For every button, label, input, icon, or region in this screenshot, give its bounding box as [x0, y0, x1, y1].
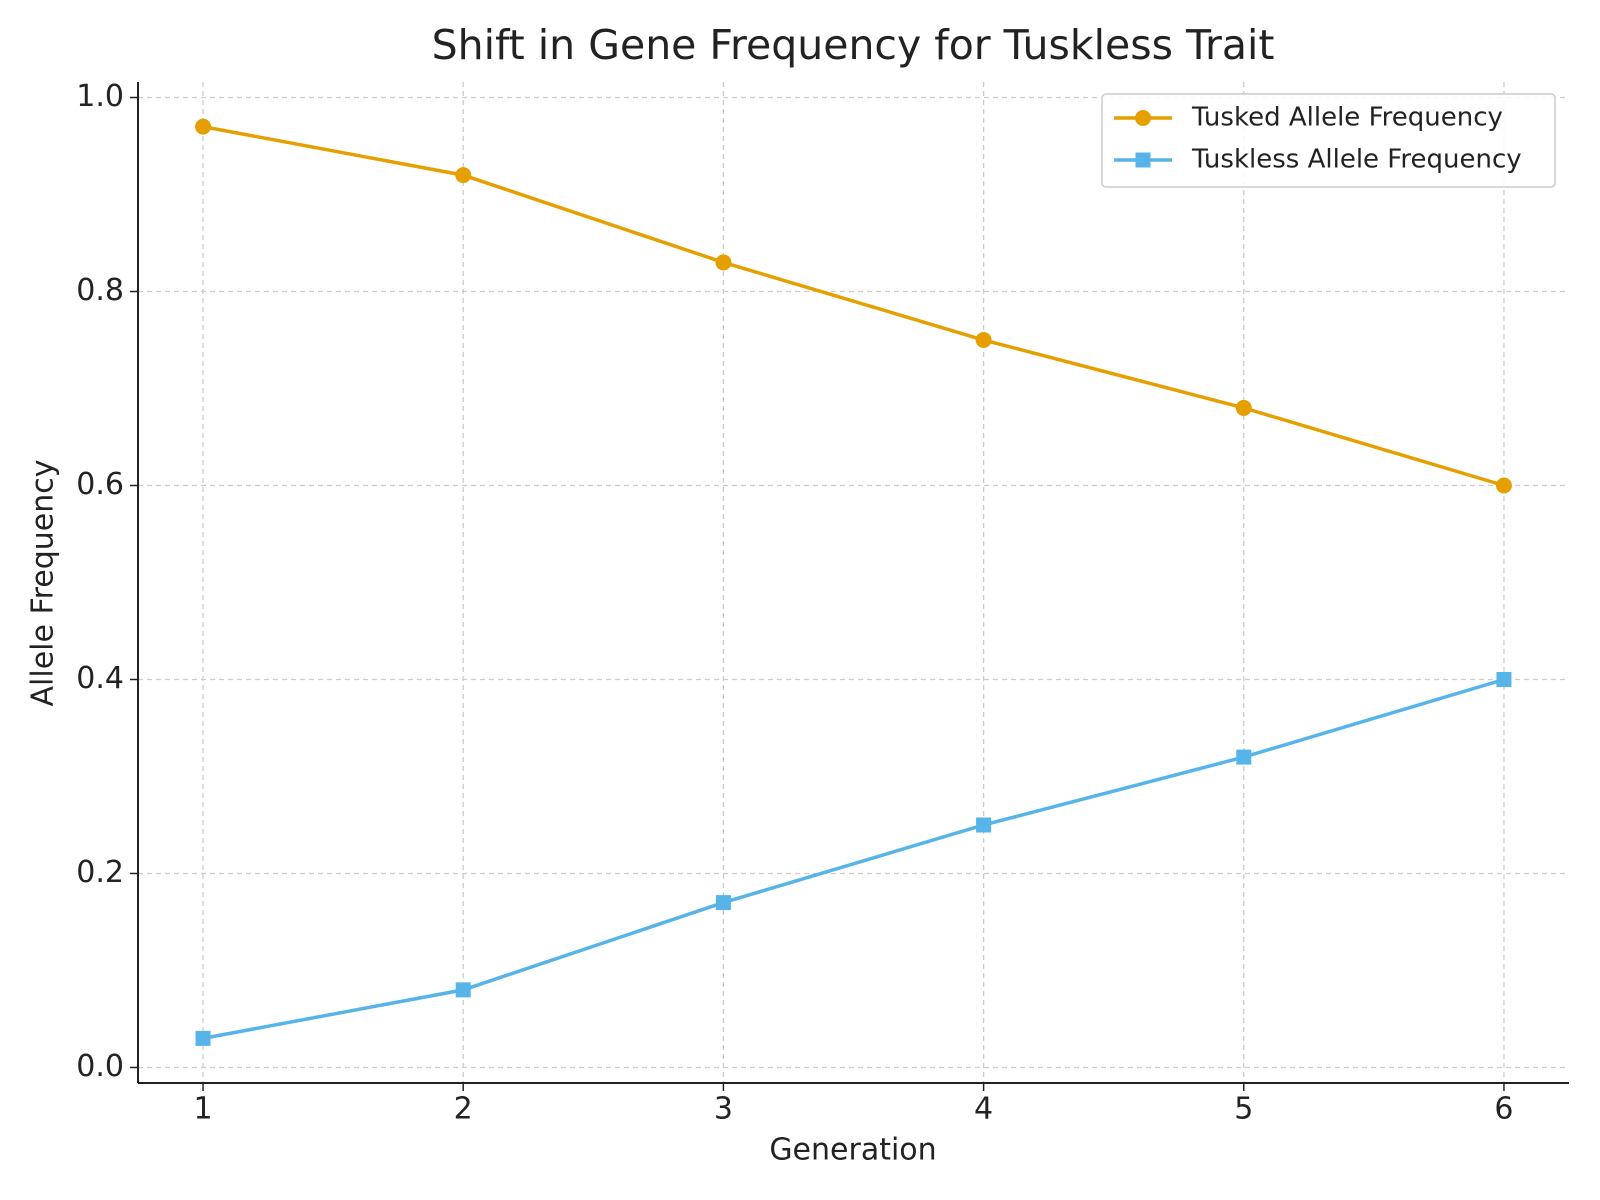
y-axis-label: Allele Frequency — [26, 460, 61, 707]
y-tick-label: 0.8 — [76, 273, 124, 308]
data-point — [976, 817, 992, 833]
data-point — [715, 254, 732, 271]
x-axis-label: Generation — [769, 1133, 936, 1168]
x-tick-label: 2 — [454, 1092, 473, 1127]
data-point — [1235, 399, 1252, 416]
y-tick-label: 1.0 — [76, 79, 124, 114]
legend-box — [1101, 93, 1556, 188]
data-point — [455, 167, 472, 184]
x-tick-label: 5 — [1234, 1092, 1253, 1127]
legend-marker — [1135, 110, 1151, 126]
y-tick-label: 0.6 — [76, 467, 124, 502]
data-point — [1236, 749, 1252, 765]
series-line — [202, 124, 1505, 488]
x-tick-label: 6 — [1494, 1092, 1513, 1127]
y-tick-label: 0.2 — [76, 855, 124, 890]
chart-title: Shift in Gene Frequency for Tuskless Tra… — [432, 21, 1275, 69]
legend-label: Tuskless Allele Frequency — [1191, 145, 1522, 175]
x-tick-label: 4 — [974, 1092, 993, 1127]
data-point — [1495, 477, 1512, 494]
legend: Tusked Allele Frequency Tuskless Allele F… — [1101, 93, 1556, 188]
data-point — [975, 332, 992, 349]
series-line — [202, 677, 1505, 1041]
x-tick-label: 3 — [714, 1092, 733, 1127]
data-point — [1496, 671, 1512, 687]
legend-label: Tusked Allele Frequency — [1191, 103, 1503, 133]
y-tick-label: 0.4 — [76, 661, 124, 696]
legend-marker — [1135, 152, 1151, 168]
data-point — [195, 118, 212, 135]
data-point — [195, 1030, 211, 1046]
data-point — [455, 982, 471, 998]
x-tick-label: 1 — [193, 1092, 212, 1127]
y-tick-label: 0.0 — [76, 1049, 124, 1084]
data-point — [715, 895, 731, 911]
